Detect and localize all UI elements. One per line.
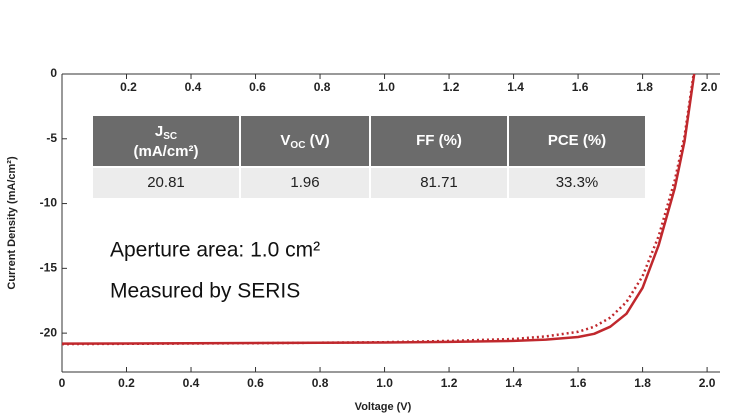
table-header: (mA/cm²): [133, 143, 198, 160]
table-header-cell: [509, 116, 645, 166]
header-part: OC: [290, 140, 305, 151]
x2-tick-label: 2.0: [701, 80, 718, 94]
header-part: V: [280, 132, 290, 149]
x2-tick-label: 1.6: [572, 80, 589, 94]
table-value: 20.81: [147, 174, 185, 191]
x-tick-label: 0.4: [183, 376, 200, 390]
x-tick-label: 2.0: [699, 376, 716, 390]
x2-tick-label: 1.0: [378, 80, 395, 94]
table-header: JSC: [155, 123, 177, 142]
table-header: VOC (V): [280, 132, 329, 151]
x2-tick-label: 0.2: [120, 80, 137, 94]
table-cell: [371, 168, 507, 198]
x2-tick-label: 1.2: [443, 80, 460, 94]
annotation: Aperture area: 1.0 cm²: [110, 239, 320, 262]
table-header-cell: [241, 116, 369, 166]
table-cell: [241, 168, 369, 198]
header-part: FF (%): [416, 132, 462, 149]
table-value: 81.71: [420, 174, 458, 191]
x-tick-label: 0.6: [247, 376, 264, 390]
header-part: (V): [305, 132, 329, 149]
y-tick-label: -5: [46, 131, 57, 145]
x2-tick-label: 0.8: [314, 80, 331, 94]
table-header-cell: [371, 116, 507, 166]
table-header: FF (%): [416, 132, 462, 149]
y-tick-label: 0: [50, 66, 57, 80]
x2-tick-label: 0.6: [249, 80, 266, 94]
y-tick-label: -15: [40, 261, 58, 275]
data-line: [62, 74, 696, 345]
x-tick-label: 1.0: [376, 376, 393, 390]
x-tick-label: 0.8: [312, 376, 329, 390]
x2-tick-label: 1.8: [636, 80, 653, 94]
x2-tick-label: 1.4: [507, 80, 524, 94]
table-cell: [509, 168, 645, 198]
x-tick-label: 0: [59, 376, 66, 390]
header-part: PCE (%): [548, 132, 606, 149]
table-header: PCE (%): [548, 132, 606, 149]
data-line: [62, 74, 695, 346]
x2-tick-label: 0.4: [185, 80, 202, 94]
x-axis-title: Voltage (V): [355, 401, 412, 413]
header-part: J: [155, 123, 163, 140]
x-tick-label: 1.8: [634, 376, 651, 390]
x-tick-label: 0.2: [118, 376, 135, 390]
header-part: SC: [163, 131, 177, 142]
x-tick-label: 1.4: [505, 376, 522, 390]
y-tick-label: -10: [40, 196, 58, 210]
table-cell: [93, 168, 239, 198]
curves: [62, 74, 696, 346]
table-value: 1.96: [290, 174, 319, 191]
x-tick-label: 1.2: [441, 376, 458, 390]
y-axis-title: Current Density (mA/cm²): [6, 156, 18, 290]
x-tick-label: 1.6: [570, 376, 587, 390]
table-header-cell: [93, 116, 239, 166]
table-value: 33.3%: [556, 174, 599, 191]
annotation: Measured by SERIS: [110, 280, 300, 303]
y-tick-label: -20: [40, 325, 58, 339]
